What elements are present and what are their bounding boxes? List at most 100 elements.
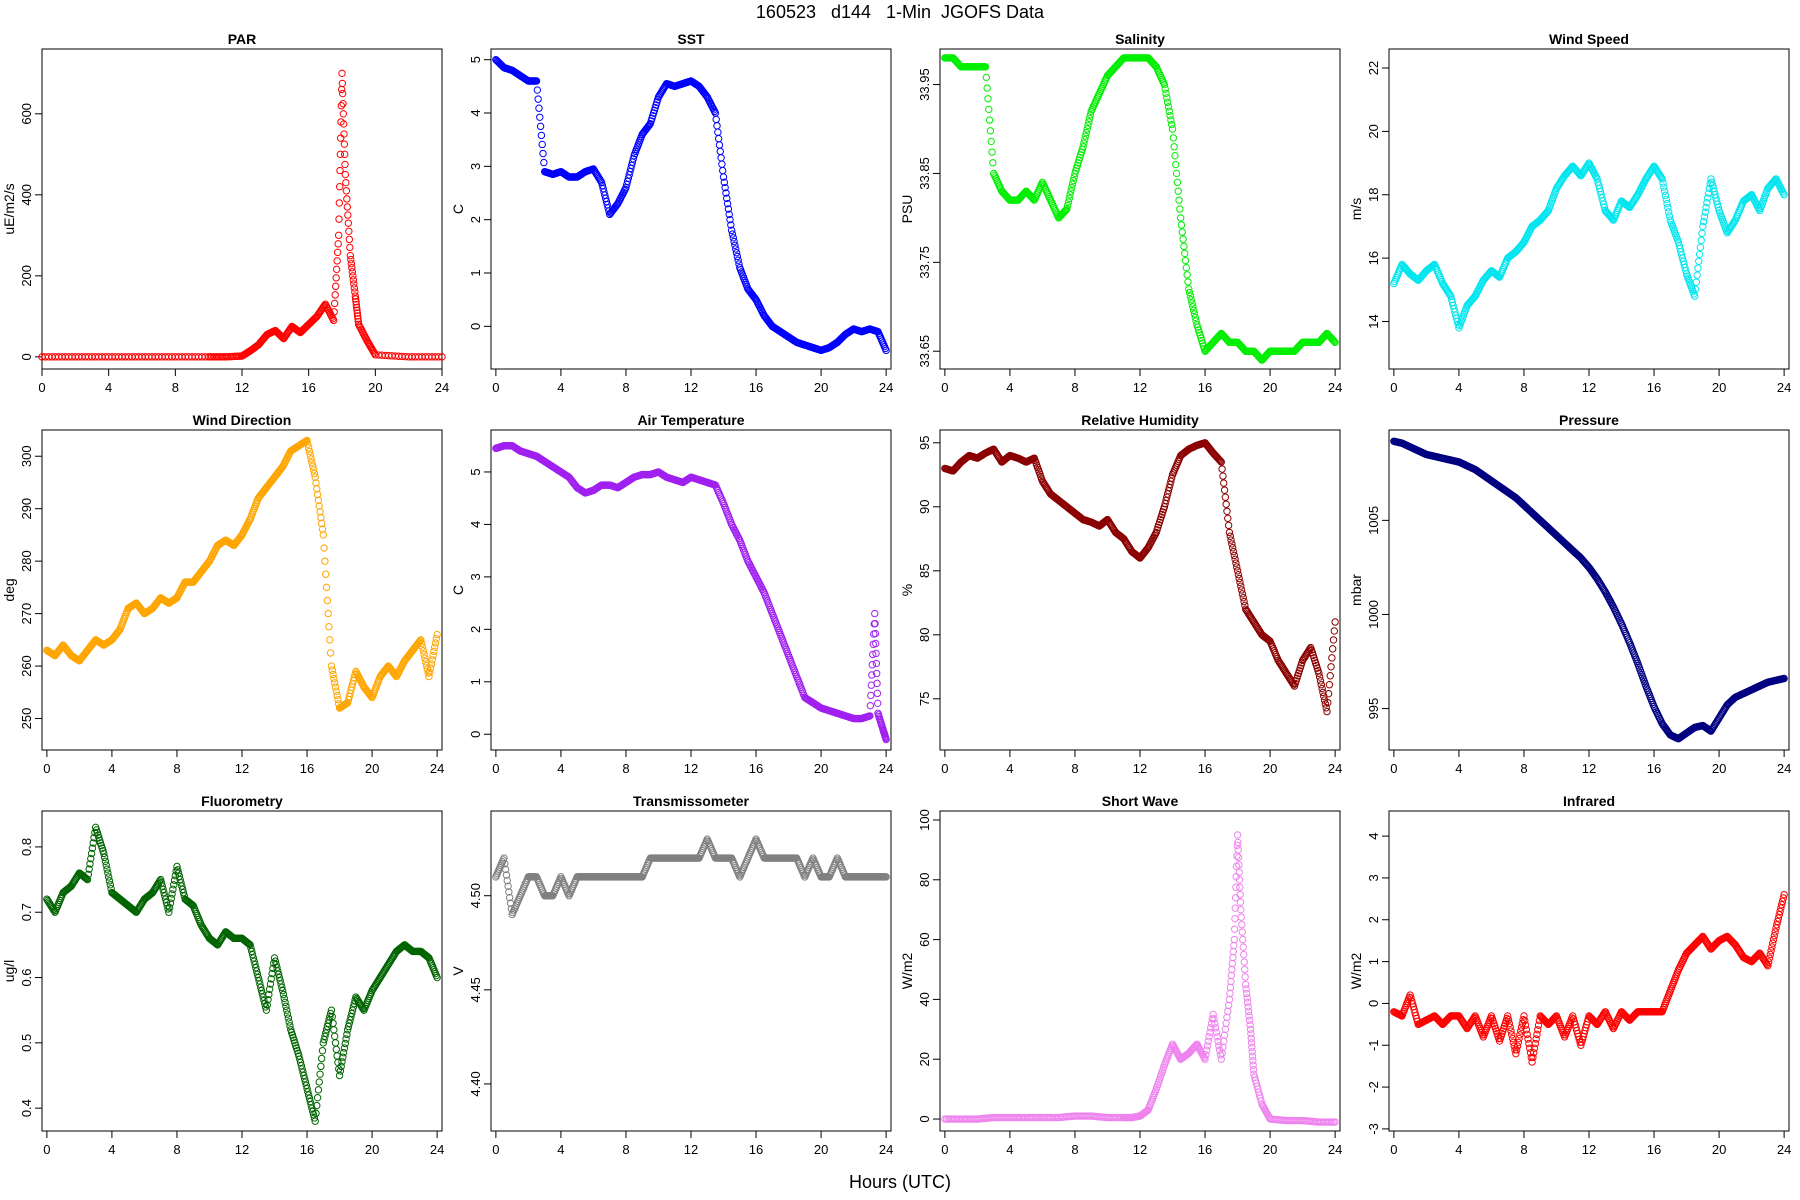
data-point <box>1326 672 1334 680</box>
data-point <box>338 79 347 88</box>
y-tick-label: 4 <box>468 521 483 528</box>
x-tick-label: 12 <box>684 761 698 776</box>
x-tick-label: 24 <box>1777 380 1791 395</box>
x-tick-label: 0 <box>1390 761 1397 776</box>
panel-title: Salinity <box>1115 31 1165 47</box>
data-point <box>1694 264 1702 272</box>
data-point <box>701 91 710 99</box>
data-point <box>1701 208 1709 216</box>
data-point <box>337 102 346 110</box>
data-point <box>278 333 286 341</box>
y-tick-label: 33.95 <box>917 68 932 101</box>
x-tick-label: 24 <box>879 1142 893 1157</box>
data-point <box>1696 243 1705 252</box>
x-tick-label: 12 <box>684 1142 698 1157</box>
y-axis-label: mbar <box>1348 574 1364 606</box>
x-tick-label: 24 <box>879 380 893 395</box>
x-tick-label: 0 <box>492 761 499 776</box>
y-tick-label: 0 <box>468 731 483 738</box>
y-tick-label: 1 <box>468 269 483 276</box>
data-point <box>1662 195 1670 204</box>
data-point <box>320 544 328 552</box>
data-point <box>336 134 345 142</box>
y-tick-label: 3 <box>468 573 483 580</box>
data-point <box>332 1045 341 1054</box>
data-point <box>1699 222 1707 231</box>
x-tick-label: 16 <box>1198 1142 1212 1157</box>
data-point <box>332 265 341 274</box>
data-point <box>343 203 352 211</box>
data-point <box>1325 681 1334 689</box>
data-point <box>734 256 742 264</box>
data-point <box>1703 198 1711 207</box>
y-tick-label: 270 <box>19 603 34 625</box>
data-point <box>1180 242 1188 251</box>
y-tick-label: 280 <box>19 550 34 572</box>
data-point <box>612 202 620 210</box>
data-point <box>1183 271 1191 279</box>
y-tick-label: 260 <box>19 655 34 677</box>
data-point <box>1695 257 1703 265</box>
data-points-sst <box>492 55 890 355</box>
data-point <box>334 231 343 240</box>
data-point <box>339 120 348 128</box>
data-point <box>1163 94 1171 102</box>
x-tick-label: 8 <box>622 761 629 776</box>
data-point <box>344 219 353 227</box>
y-tick-label: 0.7 <box>19 903 34 921</box>
data-point <box>1080 139 1088 147</box>
data-point <box>1623 201 1631 210</box>
data-point <box>1085 114 1094 123</box>
data-point <box>336 150 345 159</box>
x-tick-label: 12 <box>1582 380 1596 395</box>
data-point <box>352 303 361 312</box>
data-point <box>347 255 355 264</box>
data-point <box>982 73 991 82</box>
data-point <box>719 166 727 175</box>
x-tick-label: 20 <box>1263 1142 1277 1157</box>
data-point <box>723 199 732 208</box>
data-point <box>331 1039 340 1047</box>
data-point <box>337 85 346 94</box>
main-title: 160523 d144 1-Min JGOFS Data <box>755 2 1045 22</box>
data-point <box>1181 249 1189 258</box>
data-point <box>983 84 991 92</box>
data-point <box>334 240 342 248</box>
data-point <box>339 99 347 108</box>
data-point <box>987 137 995 146</box>
data-point <box>344 211 352 219</box>
x-tick-label: 16 <box>301 380 315 395</box>
x-tick-label: 16 <box>300 1142 314 1157</box>
data-point <box>1062 206 1070 214</box>
y-tick-label: 33.65 <box>917 335 932 368</box>
data-point <box>1161 85 1169 93</box>
data-point <box>1186 292 1195 300</box>
data-point <box>1178 228 1186 236</box>
data-point <box>732 249 741 257</box>
data-point <box>370 349 379 358</box>
x-tick-label: 8 <box>622 1142 629 1157</box>
data-point <box>882 346 890 355</box>
y-tick-label: 0 <box>468 323 483 330</box>
data-point <box>1222 500 1230 508</box>
y-tick-label: 22 <box>1366 61 1381 75</box>
data-point <box>335 183 344 191</box>
data-point <box>317 1062 325 1071</box>
data-point <box>872 659 881 668</box>
plot-frame <box>41 48 443 370</box>
data-point <box>1084 121 1092 130</box>
y-tick-label: 0 <box>19 353 34 360</box>
plot-frame <box>939 429 1341 751</box>
data-point <box>1331 338 1339 347</box>
data-point <box>1224 514 1232 523</box>
data-point <box>867 691 875 700</box>
data-point <box>1170 143 1178 151</box>
data-point <box>1163 98 1172 107</box>
data-point <box>335 215 343 223</box>
data-point <box>536 122 545 131</box>
data-point <box>1682 267 1690 275</box>
panel-title: SST <box>677 31 705 47</box>
data-point <box>873 679 881 688</box>
